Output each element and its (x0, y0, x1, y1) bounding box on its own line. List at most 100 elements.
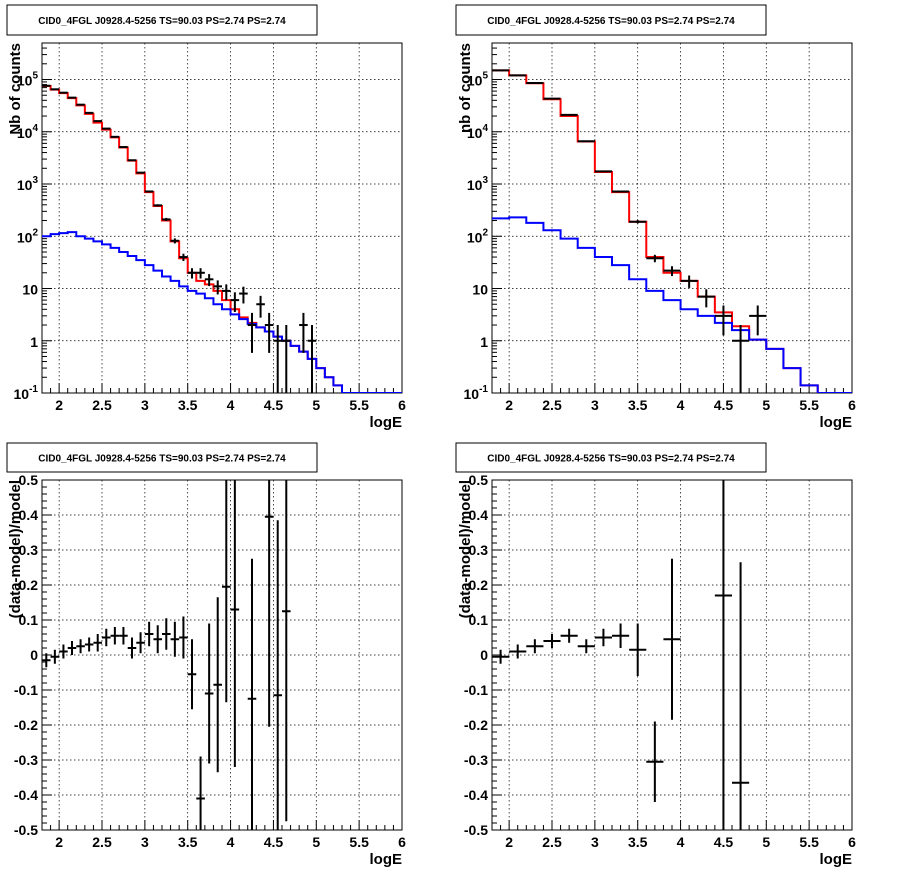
residual-point (264, 480, 274, 727)
data-point (170, 238, 180, 244)
x-tick-label: 4 (227, 834, 235, 850)
data-point (273, 325, 282, 393)
data-point (714, 305, 732, 336)
series-group (42, 480, 291, 830)
data-point (144, 190, 154, 193)
residual-point (247, 558, 257, 830)
chart-panel-1: 2 2.5 3 3.5 4 4.5 5 5.5 6 10-1 1 10 102 103 104 105 logE… (6, 4, 406, 431)
x-tick-label: 4.5 (264, 397, 284, 413)
x-tick-label: 3 (141, 397, 149, 413)
x-tick-label: 3 (591, 834, 599, 850)
x-tick-label: 4 (677, 397, 685, 413)
x-tick-label: 5.5 (799, 397, 819, 413)
residual-point (179, 616, 188, 659)
title-box (6, 4, 318, 36)
y-tick-label: -0.2 (14, 717, 38, 733)
y-tick-label: -0.3 (14, 752, 38, 768)
residual-point (230, 480, 240, 767)
data-point (680, 275, 698, 288)
y-tick-label: 10 (472, 282, 488, 298)
x-tick-label: 2.5 (92, 397, 112, 413)
x-tick-label: 5 (312, 834, 320, 850)
x-tick-label: 4.5 (714, 834, 734, 850)
y-tick-label: 0.4 (469, 507, 489, 523)
residual-point (76, 639, 85, 654)
y-tick-label: -0.3 (464, 752, 488, 768)
residual-point (204, 623, 214, 764)
residual-point (282, 480, 291, 822)
data-point (127, 159, 137, 162)
x-axis-title: logE (820, 414, 853, 431)
model-total-line (492, 69, 852, 393)
x-tick-label: 6 (848, 834, 856, 850)
y-tick-label: 105 (467, 71, 489, 89)
y-axis-title: nb of counts (457, 43, 474, 133)
residual-point (526, 639, 544, 654)
y-tick-label: 0.5 (469, 472, 489, 488)
y-tick-label: 102 (17, 227, 39, 245)
residual-point (273, 520, 282, 830)
residual-point (102, 628, 111, 647)
title-box (455, 442, 767, 473)
y-tick-label: -0.4 (14, 787, 38, 803)
y-tick-label: 1 (480, 334, 488, 350)
x-tick-label: 6 (848, 397, 856, 413)
y-tick-label: 10-1 (14, 384, 39, 402)
series-group (42, 84, 402, 393)
y-tick-label: 0.2 (469, 577, 489, 593)
x-tick-label: 5.5 (799, 834, 819, 850)
residual-point (222, 480, 231, 703)
residual-point (646, 721, 664, 802)
y-tick-label: 0.1 (19, 612, 39, 628)
x-tick-label: 3.5 (178, 397, 198, 413)
residual-point (663, 558, 681, 720)
data-point (213, 280, 222, 295)
chart-title: CID0_4FGL J0928.4-5256 TS=90.03 PS=2.74 … (38, 454, 286, 465)
x-axis-title: logE (370, 851, 403, 868)
data-point (187, 268, 197, 279)
residual-point (84, 637, 94, 652)
residual-point (93, 634, 102, 652)
x-tick-label: 2 (505, 834, 513, 850)
data-point (256, 295, 265, 318)
residual-point (560, 628, 578, 643)
data-point (162, 217, 171, 222)
data-point (749, 305, 767, 336)
residual-point (543, 634, 561, 648)
x-tick-label: 4 (677, 834, 685, 850)
data-point (204, 274, 214, 287)
data-point (732, 325, 750, 393)
title-box (455, 4, 767, 36)
chart-title: CID0_4FGL J0928.4-5256 TS=90.03 PS=2.74 … (487, 16, 735, 27)
y-tick-label: 102 (467, 227, 489, 245)
y-tick-label: 103 (467, 175, 489, 193)
data-point (230, 292, 240, 313)
residual-point (67, 641, 77, 655)
y-tick-label: 0 (30, 647, 38, 663)
x-tick-label: 2 (55, 397, 63, 413)
x-axis-title: logE (370, 414, 403, 431)
x-tick-label: 3.5 (628, 397, 648, 413)
residual-point (629, 623, 647, 676)
x-tick-label: 2.5 (92, 834, 112, 850)
residual-point (162, 618, 171, 650)
x-tick-label: 4.5 (714, 397, 734, 413)
data-point (110, 135, 120, 138)
y-tick-label: 0.1 (469, 612, 489, 628)
data-point (612, 190, 630, 193)
data-point (196, 268, 205, 279)
x-tick-label: 3 (141, 834, 149, 850)
x-axis-title: logE (820, 851, 853, 868)
y-tick-label: -0.5 (14, 822, 38, 838)
data-point (222, 284, 231, 301)
residual-point (110, 627, 120, 645)
y-tick-label: 0.5 (19, 472, 39, 488)
y-tick-label: 104 (467, 123, 489, 141)
model-background-line (42, 231, 402, 393)
y-tick-label: -0.4 (464, 787, 488, 803)
y-tick-label: -0.1 (14, 682, 38, 698)
residual-point (187, 639, 197, 710)
series-group (492, 69, 852, 393)
series-group (492, 480, 750, 830)
